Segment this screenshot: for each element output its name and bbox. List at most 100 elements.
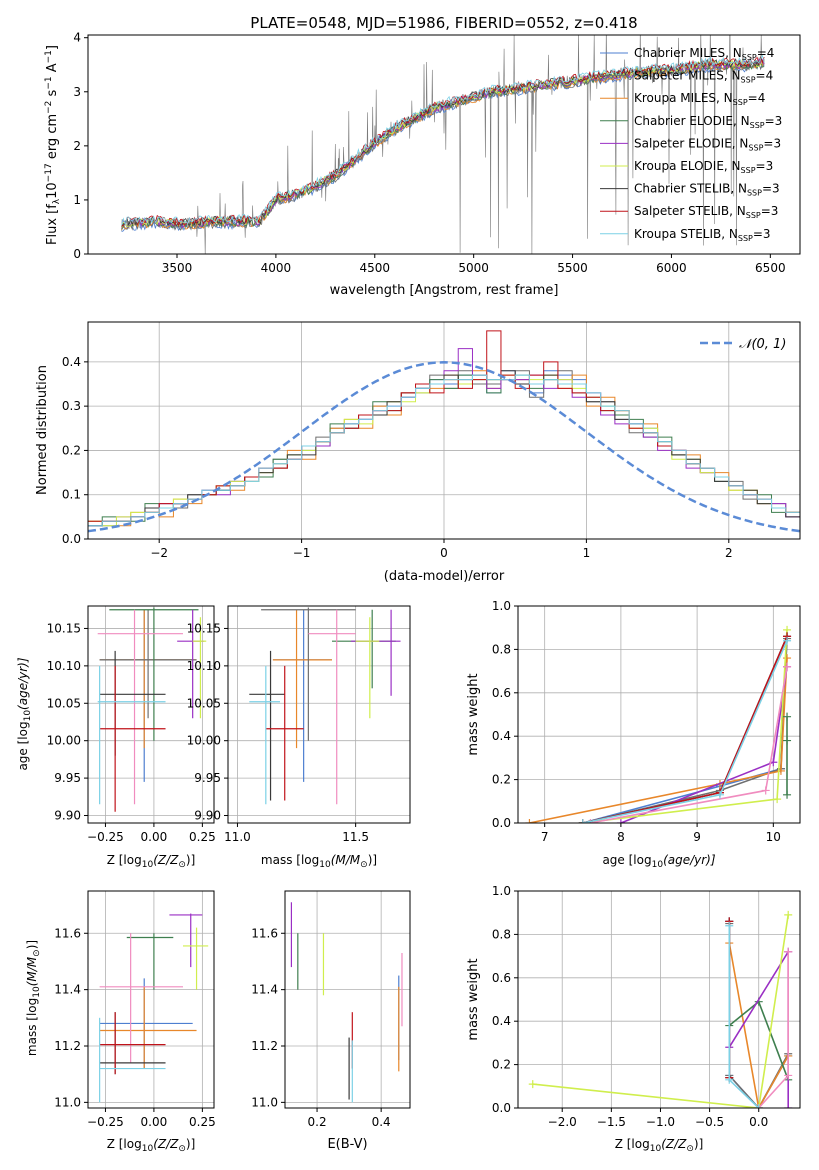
y-tick-label: 11.4	[251, 983, 278, 997]
y-tick-label: 9.95	[194, 771, 221, 785]
y-tick-label: 1	[73, 193, 81, 207]
legend-text: Salpeter STELIB, N	[634, 204, 746, 218]
data-point-marker	[784, 910, 793, 919]
data-point-marker	[754, 1104, 763, 1108]
label-superscript: −1	[44, 50, 54, 63]
y-tick-label: 2	[73, 139, 81, 153]
x-tick-label: 4000	[261, 261, 292, 275]
data-point-marker	[783, 654, 792, 663]
legend-entry: Kroupa ELODIE, NSSP=3	[634, 159, 773, 175]
legend-text: Chabrier STELIB, N	[634, 182, 747, 196]
x-tick-label: 0.25	[189, 830, 216, 844]
model-spectrum-line	[121, 54, 765, 227]
label-text: )]	[186, 853, 195, 867]
x-tick-label: 9	[693, 830, 701, 844]
x-tick-label: 1	[583, 546, 591, 560]
x-tick-label: 0.00	[141, 1115, 168, 1129]
y-tick-label: 0.2	[62, 443, 81, 457]
label-text: (age/yr)]	[16, 657, 30, 710]
legend-entry: Kroupa MILES, NSSP=4	[634, 91, 765, 107]
legend-subscript: SSP	[741, 76, 756, 85]
x-tick-label: −0.25	[87, 1115, 124, 1129]
data-point-marker	[783, 712, 792, 721]
label-text: )]	[694, 1137, 703, 1151]
legend-entry: Salpeter MILES, NSSP=4	[634, 69, 773, 85]
label-text: age [log	[602, 853, 651, 867]
label-text: A	[45, 63, 60, 76]
label-text: (Z/Z	[153, 853, 179, 867]
y-tick-label: 3	[73, 85, 81, 99]
data-point-marker	[725, 1075, 734, 1084]
y-tick-label: 1.0	[492, 599, 511, 613]
x-tick-label: 3500	[162, 261, 193, 275]
y-tick-label: 9.95	[54, 771, 81, 785]
y-tick-label: 10.15	[187, 621, 221, 635]
y-tick-label: 1.0	[492, 884, 511, 898]
x-tick-label: 7	[541, 830, 549, 844]
x-tick-label: 0.4	[372, 1115, 391, 1129]
legend-subscript: SSP	[747, 189, 762, 198]
plot-area	[518, 891, 800, 1108]
y-tick-label: 10.05	[47, 696, 81, 710]
data-point-marker	[783, 736, 792, 745]
y-tick-label: 0.4	[62, 355, 81, 369]
x-tick-label: 11.5	[342, 830, 369, 844]
label-subscript: ⊙	[178, 1144, 186, 1154]
y-tick-label: 0.8	[492, 927, 511, 941]
x-tick-label: 10	[766, 830, 781, 844]
plot-area	[228, 606, 410, 823]
x-axis-label: (data-model)/error	[384, 569, 505, 584]
x-tick-label: 0.25	[189, 1115, 216, 1129]
label-superscript: −17	[44, 163, 54, 182]
y-axis-label: Normed distribution	[35, 365, 50, 495]
label-text: (Z/Z	[153, 1137, 179, 1151]
label-text: Z [log	[107, 853, 142, 867]
y-tick-label: 0.0	[62, 532, 81, 546]
x-tick-label: 5500	[557, 261, 588, 275]
chart-title: PLATE=0548, MJD=51986, FIBERID=0552, z=0…	[250, 14, 637, 32]
data-point-marker	[586, 819, 595, 823]
x-tick-label: −1.5	[597, 1115, 626, 1129]
data-point-marker	[784, 1104, 793, 1108]
x-tick-label: 8	[617, 830, 625, 844]
y-tick-label: 11.6	[251, 926, 278, 940]
mass-weight-line	[529, 658, 788, 823]
y-tick-label: 10.00	[47, 734, 81, 748]
plot-area	[285, 891, 410, 1108]
data-point-marker	[616, 819, 625, 823]
y-tick-label: 10.00	[187, 734, 221, 748]
legend-subscript: SSP	[742, 53, 757, 62]
plot-area	[88, 606, 214, 823]
legend-text: =3	[762, 182, 780, 196]
x-tick-label: 6500	[755, 261, 786, 275]
legend-subscript: SSP	[748, 143, 763, 152]
legend-text: Salpeter ELODIE, N	[634, 136, 748, 150]
label-text: mass [log	[25, 998, 39, 1056]
label-text: age [log	[16, 721, 30, 770]
legend-text: Chabrier MILES, N	[634, 46, 742, 60]
x-tick-label: 0	[440, 546, 448, 560]
legend-text: Kroupa STELIB, N	[634, 227, 738, 241]
mass-weight-line	[582, 629, 788, 823]
legend-subscript: SSP	[741, 166, 756, 175]
y-tick-label: 0	[73, 247, 81, 261]
x-axis-label: Z [log10(Z/Z⊙)]	[615, 1137, 704, 1154]
label-text: Z [log	[107, 1137, 142, 1151]
legend-subscript: SSP	[733, 98, 748, 107]
x-axis-label: wavelength [Angstrom, rest frame]	[330, 283, 559, 298]
x-axis-label: age [log10(age/yr)]	[602, 853, 715, 870]
model-spectrum-line	[121, 55, 765, 227]
label-text: (age/yr)]	[663, 853, 716, 867]
x-axis-label: Z [log10(Z/Z⊙)]	[107, 853, 196, 870]
x-tick-label: 6000	[656, 261, 687, 275]
x-tick-label: 0.00	[141, 830, 168, 844]
legend-entry: Salpeter STELIB, NSSP=3	[634, 204, 778, 220]
y-tick-label: 0.6	[492, 686, 511, 700]
label-text: (M/M	[331, 853, 361, 867]
x-axis-label: Z [log10(Z/Z⊙)]	[107, 1137, 196, 1154]
label-text: )]	[25, 940, 39, 949]
data-point-marker	[773, 795, 782, 804]
x-axis-label: mass [log10(M/M⊙)]	[261, 853, 377, 870]
legend-subscript: SSP	[750, 121, 765, 130]
